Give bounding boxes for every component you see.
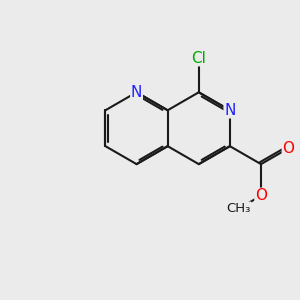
Text: N: N bbox=[131, 85, 142, 100]
Text: O: O bbox=[255, 188, 267, 203]
Text: Cl: Cl bbox=[191, 51, 206, 66]
Text: O: O bbox=[282, 141, 294, 156]
Text: CH₃: CH₃ bbox=[226, 202, 251, 215]
Text: N: N bbox=[224, 103, 236, 118]
